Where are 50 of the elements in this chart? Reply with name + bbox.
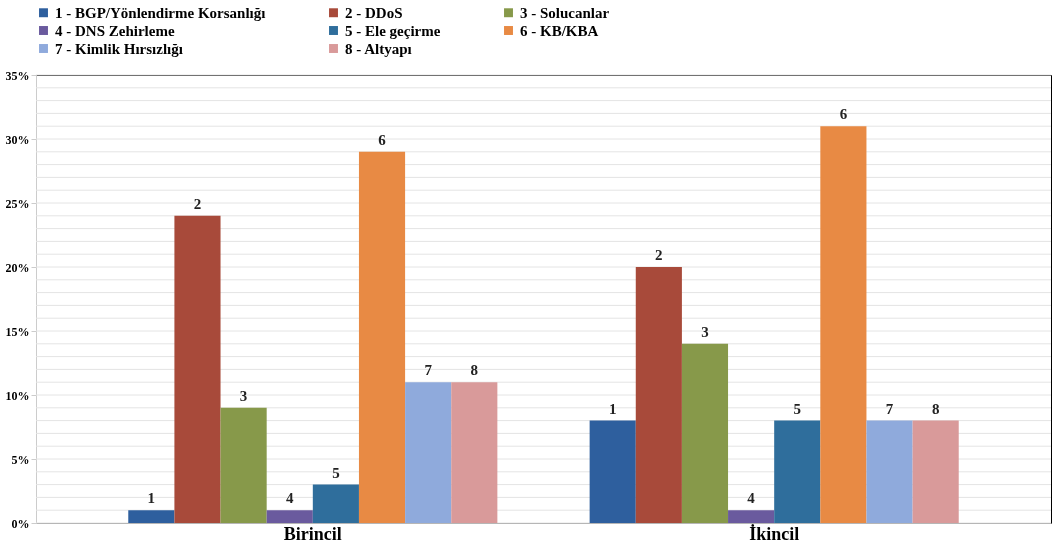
- bar: [728, 510, 775, 523]
- annotation: 3: [701, 323, 709, 340]
- bar: [128, 510, 175, 523]
- y-tick-label: 20%: [5, 260, 30, 275]
- legend-label: 1 - BGP/Yönlendirme Korsanlığı: [55, 4, 266, 21]
- bar: [774, 420, 821, 523]
- bar: [635, 267, 682, 523]
- bar: [266, 510, 313, 523]
- bar: [451, 382, 498, 523]
- bar: [866, 420, 913, 523]
- annotation: 2: [655, 247, 663, 263]
- y-tick-label: 5%: [11, 452, 30, 467]
- y-tick-label: 10%: [5, 388, 30, 403]
- bar: [589, 420, 636, 523]
- annotation: 6: [839, 106, 848, 123]
- bar: [405, 382, 452, 523]
- annotation: 7: [424, 362, 433, 379]
- annotation: 5: [793, 400, 801, 417]
- legend-label: 2 - DDoS: [345, 4, 403, 21]
- annotation: 2: [193, 195, 202, 212]
- annotation: 6: [378, 131, 387, 148]
- y-tick-label: 0%: [11, 516, 30, 531]
- bar: [312, 484, 359, 523]
- annotation: 5: [332, 464, 340, 481]
- annotation: 1: [608, 400, 617, 417]
- annotation: 4: [747, 490, 756, 507]
- bar: [820, 126, 867, 523]
- bar: [912, 420, 959, 523]
- y-tick-label: 15%: [5, 324, 30, 339]
- legend-label: 3 - Solucanlar: [520, 4, 610, 21]
- legend-label: 6 - KB/KBA: [520, 22, 599, 39]
- legend-label: 5 - Ele geçirme: [345, 22, 441, 39]
- bar: [358, 151, 406, 523]
- y-tick-label: 35%: [5, 68, 30, 83]
- bar: [220, 407, 267, 523]
- x-tick-label: Birincil: [283, 523, 342, 544]
- legend-label: 4 - DNS Zehirleme: [55, 22, 175, 39]
- y-tick-label: 30%: [5, 132, 30, 147]
- annotation: 1: [147, 490, 156, 507]
- x-tick-label: İkincil: [749, 523, 800, 544]
- annotation: 8: [470, 362, 479, 379]
- bar: [681, 343, 729, 523]
- annotation: 8: [931, 400, 940, 417]
- legend-label: 8 - Altyapı: [345, 40, 412, 57]
- annotation: 3: [239, 387, 248, 404]
- legend-label: 7 - Kimlik Hırsızlığı: [55, 40, 183, 57]
- annotation: 4: [286, 490, 294, 507]
- y-tick-label: 25%: [5, 196, 30, 211]
- bar: [174, 215, 221, 523]
- annotation: 7: [885, 400, 894, 417]
